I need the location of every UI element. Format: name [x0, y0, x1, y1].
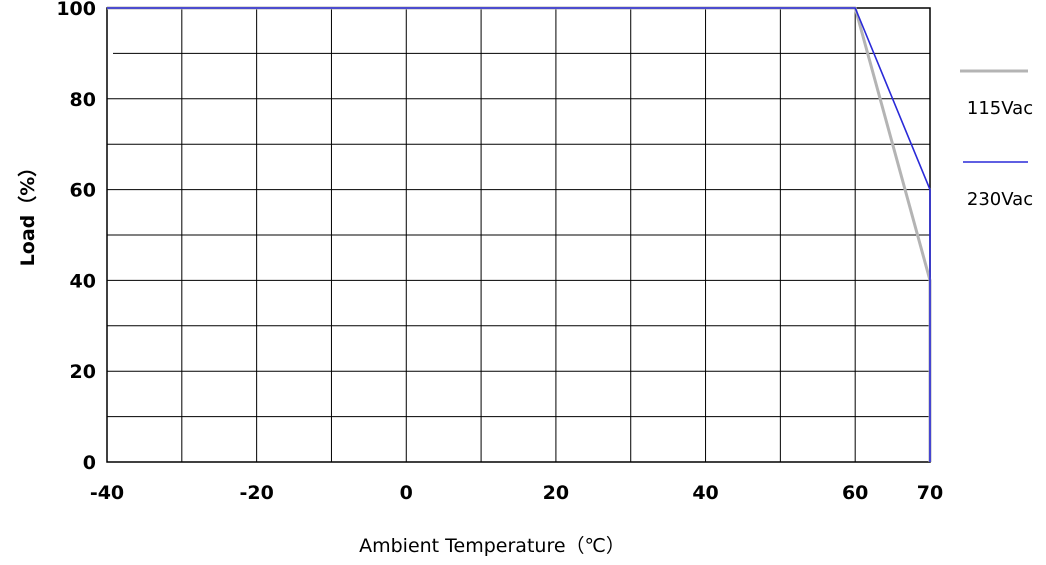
- legend-label-230vac: 230Vac: [967, 189, 1033, 210]
- y-tick-label: 60: [70, 180, 96, 202]
- x-tick-label: -40: [90, 482, 124, 504]
- y-axis-title: Load（%）: [16, 158, 39, 267]
- grid: [106, 7, 931, 463]
- y-tick-label: 100: [56, 0, 96, 20]
- x-tick-label: 70: [917, 482, 943, 504]
- legend: 115Vac 230Vac: [960, 69, 1033, 210]
- y-tick-label: 0: [83, 452, 96, 474]
- x-tick-label: 20: [543, 482, 569, 504]
- x-tick-label: 0: [400, 482, 413, 504]
- x-axis-title: Ambient Temperature（℃）: [359, 535, 625, 557]
- series-lines: [107, 6, 932, 462]
- y-tick-labels: 0 20 40 60 80 100: [56, 0, 96, 474]
- y-tick-label: 40: [70, 270, 96, 292]
- legend-label-115vac: 115Vac: [967, 98, 1033, 119]
- x-tick-label: 40: [692, 482, 718, 504]
- y-tick-label: 80: [70, 89, 96, 111]
- x-tick-label: 60: [842, 482, 868, 504]
- x-tick-labels: -40 -20 0 20 40 60 70: [90, 482, 943, 504]
- series-line-230vac: [107, 7, 931, 462]
- x-tick-label: -20: [239, 482, 273, 504]
- y-tick-label: 20: [70, 361, 96, 383]
